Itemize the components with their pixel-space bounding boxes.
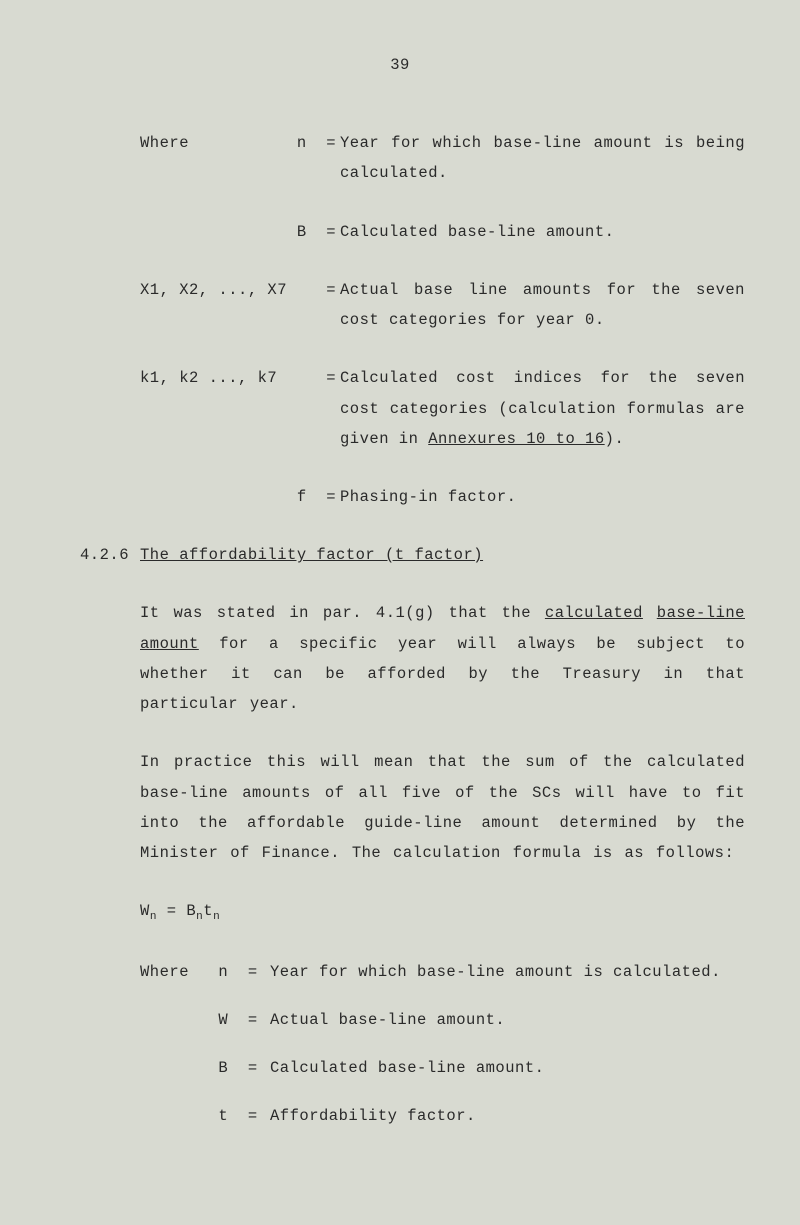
definitions-list-1: Where n = Year for which base-line amoun…	[140, 128, 745, 512]
definition-row: Where n = Year for which base-line amoun…	[140, 957, 745, 987]
def-label: Where n =	[140, 957, 270, 987]
page-number: 39	[55, 50, 745, 80]
def-label: Where n =	[140, 128, 340, 188]
def-label: t =	[140, 1101, 270, 1131]
def-text: Calculated cost indices for the seven co…	[340, 363, 745, 454]
def-label: k1, k2 ..., k7 =	[140, 363, 340, 454]
def-text: Affordability factor.	[270, 1101, 745, 1131]
section-number: 4.2.6	[80, 540, 140, 570]
formula: Wn = Bntn	[140, 896, 745, 929]
def-text: Year for which base-line amount is calcu…	[270, 957, 745, 987]
def-text: Actual base-line amount.	[270, 1005, 745, 1035]
definition-row: B = Calculated base-line amount.	[140, 1053, 745, 1083]
def-label: f =	[140, 482, 340, 512]
section-title: The affordability factor (t factor)	[140, 540, 483, 570]
definitions-list-2: Where n = Year for which base-line amoun…	[140, 957, 745, 1132]
def-label: W =	[140, 1005, 270, 1035]
definition-row: B = Calculated base-line amount.	[140, 217, 745, 247]
def-label: X1, X2, ..., X7 =	[140, 275, 340, 335]
def-label: B =	[140, 1053, 270, 1083]
definition-row: W = Actual base-line amount.	[140, 1005, 745, 1035]
def-label: B =	[140, 217, 340, 247]
section-heading: 4.2.6 The affordability factor (t factor…	[140, 540, 745, 570]
def-text: Year for which base-line amount is being…	[340, 128, 745, 188]
def-text: Calculated base-line amount.	[340, 217, 745, 247]
paragraph: In practice this will mean that the sum …	[140, 747, 745, 868]
def-text: Phasing-in factor.	[340, 482, 745, 512]
definition-row: Where n = Year for which base-line amoun…	[140, 128, 745, 188]
definition-row: X1, X2, ..., X7 = Actual base line amoun…	[140, 275, 745, 335]
definition-row: t = Affordability factor.	[140, 1101, 745, 1131]
def-text: Actual base line amounts for the seven c…	[340, 275, 745, 335]
definition-row: k1, k2 ..., k7 = Calculated cost indices…	[140, 363, 745, 454]
paragraph: It was stated in par. 4.1(g) that the ca…	[140, 598, 745, 719]
def-text: Calculated base-line amount.	[270, 1053, 745, 1083]
definition-row: f = Phasing-in factor.	[140, 482, 745, 512]
